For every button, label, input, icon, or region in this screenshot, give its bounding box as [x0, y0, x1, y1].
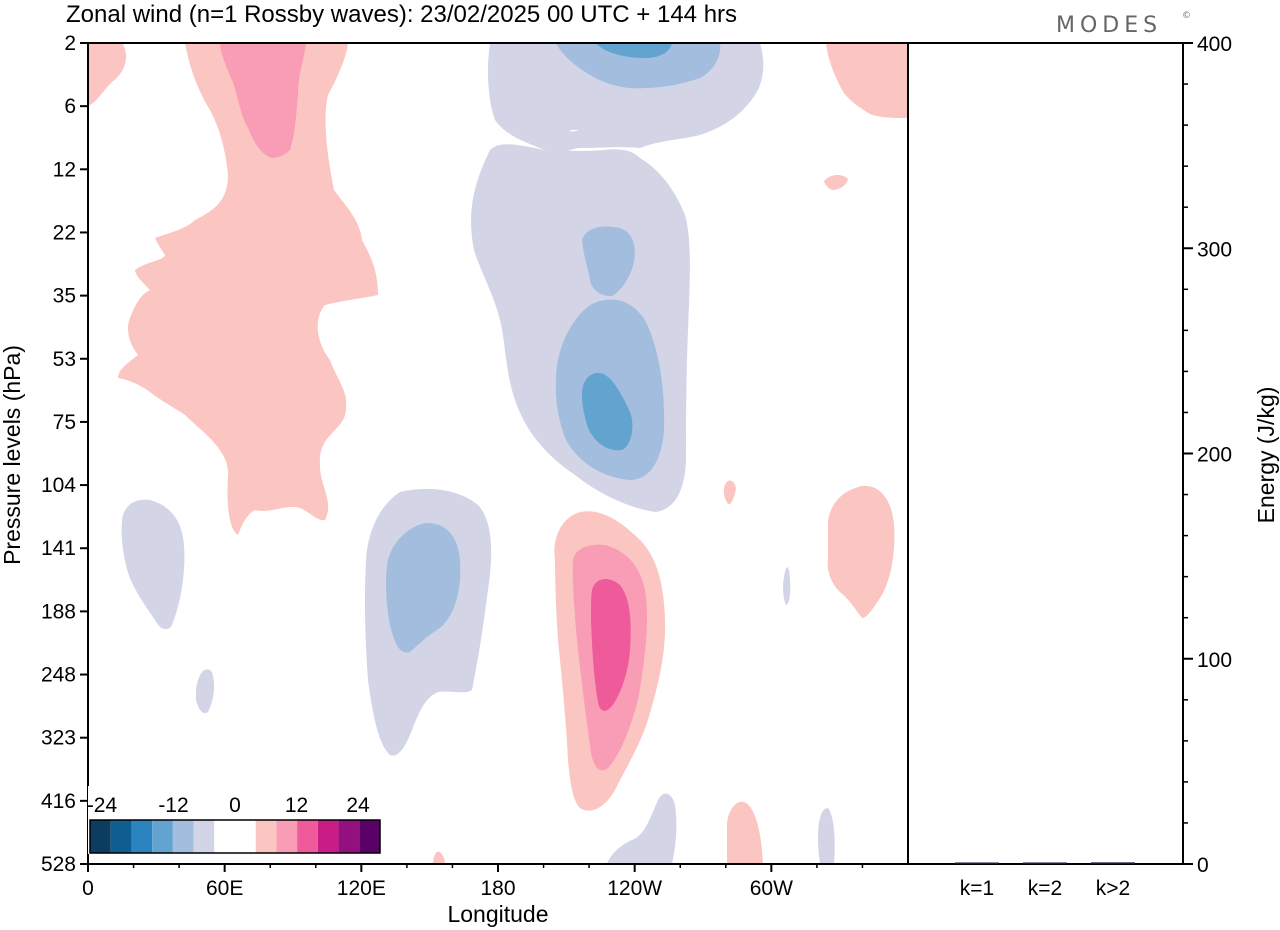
contour-neg-3-bottomB	[818, 808, 835, 864]
energy-axis-label: Energy (J/kg)	[1253, 387, 1279, 524]
colorbar-swatch	[90, 820, 111, 853]
x-tick-label: 60E	[206, 877, 243, 900]
colorbar-border	[89, 819, 381, 854]
contour-neg-6-mid	[386, 522, 461, 653]
energy-bars: k=1 k=2 k>2	[955, 862, 1135, 900]
energy-bar	[1023, 862, 1067, 864]
energy-axis: 0 100 200 300 400	[1183, 33, 1232, 877]
contour-pos-3-topleft	[88, 43, 127, 106]
colorbar-swatch	[276, 820, 298, 853]
energy-category-label: k=1	[960, 877, 994, 900]
x-tick-label: 120W	[607, 877, 662, 900]
contour-pos-3-column	[118, 43, 378, 535]
contour-field	[88, 43, 908, 864]
colorbar-swatch	[297, 820, 318, 853]
colorbar-swatch	[214, 820, 235, 853]
colorbar-label: 0	[229, 794, 241, 817]
contour-pos-9-main	[591, 578, 631, 711]
y-tick-label: 416	[41, 790, 76, 813]
x-tick-label: 60W	[750, 877, 793, 900]
y-tick-label: 141	[41, 537, 76, 560]
y-tick-label: 104	[41, 474, 76, 497]
y-axis-label: Pressure levels (hPa)	[0, 345, 25, 565]
y-tick-label: 248	[41, 664, 76, 687]
x-tick-label: 180	[480, 877, 515, 900]
colorbar-swatch	[131, 820, 153, 853]
colorbar-label: 24	[346, 794, 370, 817]
colorbar-swatch	[172, 820, 194, 853]
colorbar: -24 -12 0 12 24	[87, 786, 382, 854]
y-tick-label: 528	[41, 853, 76, 876]
contour-neg-3-leftpatch	[121, 499, 185, 630]
contour-neg-6-top	[556, 43, 721, 89]
chart-title: Zonal wind (n=1 Rossby waves): 23/02/202…	[66, 1, 737, 28]
contour-neg-3-bottomA	[607, 793, 677, 864]
y-tick-label: 188	[41, 600, 76, 623]
energy-tick-label: 300	[1197, 238, 1232, 261]
y-tick-label: 22	[53, 221, 76, 244]
y-tick-label: 75	[53, 411, 76, 434]
y-tick-label: 2	[64, 32, 76, 55]
contour-neg-3-dot	[196, 669, 215, 714]
energy-tick-label: 200	[1197, 444, 1232, 467]
colorbar-swatch	[110, 820, 132, 853]
colorbar-label: 12	[285, 794, 308, 817]
contour-pos-3-dot	[723, 480, 736, 505]
x-tick-label: 0	[82, 877, 94, 900]
energy-frame	[907, 42, 1184, 865]
contour-neg-3-thin	[783, 567, 791, 605]
energy-bar	[1091, 862, 1135, 864]
energy-bar	[955, 862, 999, 864]
contour-pos-3-tiny	[433, 851, 445, 864]
colorbar-swatch	[193, 820, 215, 853]
colorbar-label: -24	[87, 794, 118, 817]
energy-tick-label: 400	[1197, 33, 1232, 56]
contour-pos-3-topright	[826, 43, 908, 118]
contour-pos-3-rightblob	[827, 485, 895, 618]
colorbar-swatch	[338, 820, 360, 853]
y-tick-label: 53	[53, 348, 76, 371]
contour-pos-3-smallblob	[824, 175, 848, 190]
y-tick-label: 323	[41, 727, 76, 750]
colorbar-swatch	[317, 820, 339, 853]
contour-neg-9-lower	[582, 372, 633, 451]
colorbar-swatch	[152, 820, 173, 853]
y-tick-label: 12	[53, 158, 76, 181]
energy-tick-label: 0	[1197, 854, 1209, 877]
x-tick-label: 120E	[337, 877, 386, 900]
longitude-axis: 0 60E 120E 180 120W 60W	[82, 864, 864, 900]
energy-category-label: k=2	[1028, 877, 1062, 900]
y-tick-label: 6	[64, 95, 76, 118]
colorbar-swatch	[359, 820, 380, 853]
energy-tick-label: 100	[1197, 649, 1232, 672]
energy-category-label: k>2	[1096, 877, 1130, 900]
pressure-axis: 2 6 12 22 35 53 75 104 141 188 248 323 416 528	[41, 32, 88, 876]
contour-neg-6-upper	[582, 226, 635, 296]
y-tick-label: 35	[53, 285, 76, 308]
colorbar-swatch	[235, 820, 256, 853]
contour-neg-9-top	[596, 43, 672, 58]
colorbar-swatch	[255, 820, 277, 853]
copyright-mark: ©	[1182, 11, 1191, 21]
modes-logo: MODES	[1056, 13, 1162, 38]
x-axis-label: Longitude	[447, 901, 548, 927]
contour-pos-3-bottom	[727, 801, 763, 864]
contour-pos-6-topcore	[220, 43, 306, 158]
colorbar-label: -12	[158, 794, 188, 817]
